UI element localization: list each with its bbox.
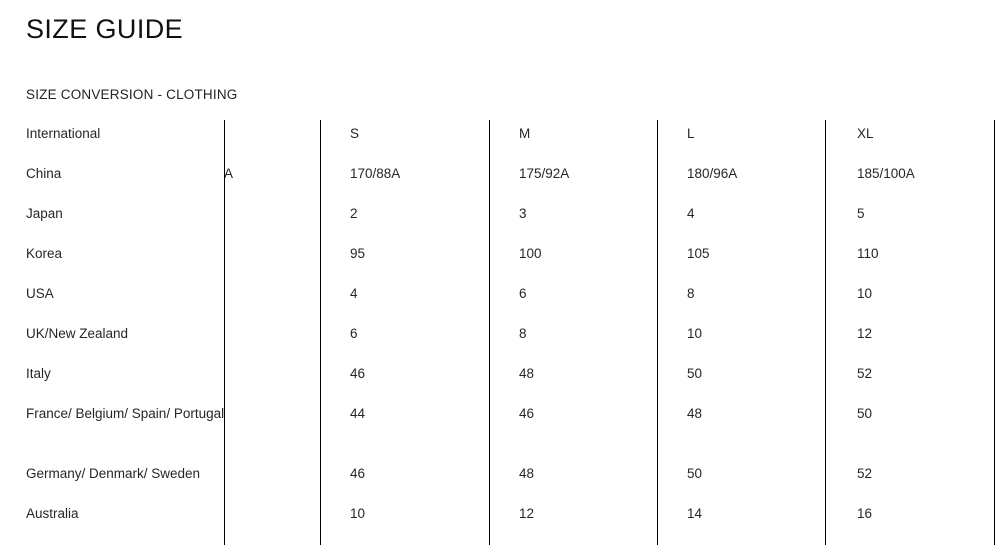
cell-m: 100 [519,246,542,261]
cell-xl: 50 [857,406,873,421]
cell-l: 8 [687,286,695,301]
row-label: Australia [26,506,79,521]
column-header-m: M [519,126,531,141]
cell-l: 14 [687,506,703,521]
table-row: Australia 10 12 14 16 [0,504,1008,544]
column-divider-5 [825,120,826,545]
cell-s: 44 [350,406,366,421]
cell-m: 46 [519,406,535,421]
cell-s: 95 [350,246,366,261]
cell-l: 105 [687,246,710,261]
cell-xl: 52 [857,466,873,481]
cell-l: 180/96A [687,166,738,181]
row-label: Germany/ Denmark/ Sweden [26,466,201,481]
cell-l: 48 [687,406,703,421]
cell-xl: 185/100A [857,166,915,181]
row-label: Korea [26,246,63,261]
cell-s: 46 [350,466,366,481]
cell-m: 3 [519,206,527,221]
table-header-row: International S M L XL [0,124,1008,164]
column-header-region: International [26,126,101,141]
cell-xl: 16 [857,506,873,521]
table-row: Japan 2 3 4 5 [0,204,1008,244]
column-header-xl: XL [857,126,874,141]
column-divider-1 [224,120,225,545]
cell-s: 46 [350,366,366,381]
cell-xl: 5 [857,206,865,221]
cell-xl: 52 [857,366,873,381]
cell-m: 8 [519,326,527,341]
cell-l: 10 [687,326,703,341]
cell-l: 4 [687,206,695,221]
size-conversion-table: International S M L XL China A 170/88A 1… [0,120,1008,546]
page-title: SIZE GUIDE [26,14,184,44]
column-header-s: S [350,126,360,141]
cell-s: 6 [350,326,358,341]
table-row: Germany/ Denmark/ Sweden 46 48 50 52 [0,464,1008,504]
cell-s: 170/88A [350,166,401,181]
cell-xl: 110 [857,246,879,261]
table-row: China A 170/88A 175/92A 180/96A 185/100A [0,164,1008,204]
row-label: USA [26,286,54,301]
column-divider-4 [657,120,658,545]
section-caption: SIZE CONVERSION - CLOTHING [26,87,238,102]
cell-m: 48 [519,366,535,381]
row-label: Japan [26,206,63,221]
row-label: China [26,166,62,181]
cell-m: 48 [519,466,535,481]
cell-m: 175/92A [519,166,570,181]
cell-l: 50 [687,466,703,481]
cell-s: 4 [350,286,358,301]
cell-m: 12 [519,506,535,521]
table-row: UK/New Zealand 6 8 10 12 [0,324,1008,364]
table-row: France/ Belgium/ Spain/ Portugal 44 46 4… [0,404,1008,464]
table-row: Korea 95 100 105 110 [0,244,1008,284]
cell-l: 50 [687,366,703,381]
column-divider-3 [489,120,490,545]
table-row: Italy 46 48 50 52 [0,364,1008,404]
row-label: UK/New Zealand [26,326,129,341]
cell-s: 2 [350,206,358,221]
row-label: France/ Belgium/ Spain/ Portugal [26,406,225,421]
row-label: Italy [26,366,51,381]
cell-m: 6 [519,286,527,301]
column-divider-2 [320,120,321,545]
cell-xl: 10 [857,286,873,301]
column-header-l: L [687,126,695,141]
size-conversion-table-container: International S M L XL China A 170/88A 1… [0,120,1008,546]
cell-xs: A [225,166,234,181]
cell-s: 10 [350,506,366,521]
column-divider-6 [994,120,995,545]
cell-xl: 12 [857,326,873,341]
table-row: USA 4 6 8 10 [0,284,1008,324]
